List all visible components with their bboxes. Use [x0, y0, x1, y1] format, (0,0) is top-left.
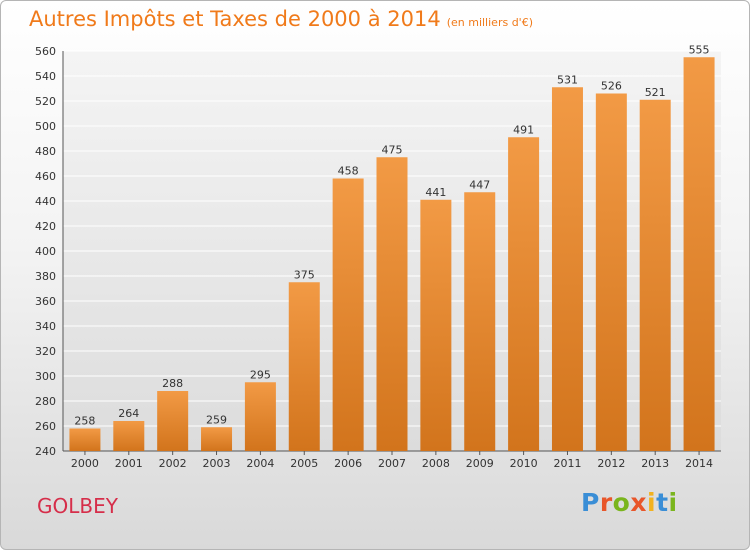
bar: [69, 428, 101, 451]
bar: [639, 99, 671, 451]
bar: [376, 157, 408, 451]
logo-letter: i: [668, 488, 678, 517]
bar: [113, 421, 145, 451]
x-tick-label: 2007: [378, 457, 406, 470]
y-tick-label: 360: [35, 295, 56, 308]
y-tick-label: 400: [35, 245, 56, 258]
logo-letter: x: [630, 488, 647, 517]
data-label: 521: [645, 86, 666, 99]
bar: [332, 178, 364, 451]
bar: [464, 192, 496, 451]
bar: [508, 137, 540, 451]
logo-letter: t: [656, 488, 669, 517]
data-label: 458: [338, 165, 359, 178]
y-tick-label: 300: [35, 370, 56, 383]
data-label: 288: [162, 377, 183, 390]
y-tick-label: 540: [35, 70, 56, 83]
x-tick-label: 2003: [203, 457, 231, 470]
bar: [683, 57, 715, 451]
proxiti-logo: Proxiti: [581, 488, 678, 517]
y-tick-label: 560: [35, 45, 56, 58]
data-label: 441: [425, 186, 446, 199]
y-tick-label: 420: [35, 220, 56, 233]
chart-unit: (en milliers d'€): [446, 16, 533, 29]
data-label: 531: [557, 73, 578, 86]
x-tick-label: 2005: [290, 457, 318, 470]
data-label: 555: [689, 43, 710, 56]
x-tick-label: 2012: [597, 457, 625, 470]
data-label: 264: [118, 407, 139, 420]
y-tick-label: 460: [35, 170, 56, 183]
x-tick-label: 2013: [641, 457, 669, 470]
data-label: 259: [206, 413, 227, 426]
chart-title-text: Autres Impôts et Taxes de 2000 à 2014: [29, 7, 441, 31]
bar: [157, 391, 189, 451]
data-label: 526: [601, 80, 622, 93]
y-tick-label: 520: [35, 95, 56, 108]
x-tick-label: 2004: [246, 457, 274, 470]
x-tick-label: 2009: [466, 457, 494, 470]
y-tick-label: 500: [35, 120, 56, 133]
data-label: 295: [250, 368, 271, 381]
data-label: 258: [74, 415, 95, 428]
x-tick-label: 2000: [71, 457, 99, 470]
y-tick-label: 260: [35, 420, 56, 433]
data-label: 475: [382, 143, 403, 156]
x-tick-label: 2002: [159, 457, 187, 470]
logo-letter: i: [647, 488, 657, 517]
y-tick-label: 480: [35, 145, 56, 158]
data-label: 447: [469, 178, 490, 191]
data-label: 491: [513, 123, 534, 136]
x-tick-label: 2008: [422, 457, 450, 470]
bar: [595, 93, 627, 451]
y-tick-label: 380: [35, 270, 56, 283]
bar: [244, 382, 276, 451]
logo-letter: P: [581, 488, 600, 517]
bar: [201, 427, 233, 451]
x-tick-label: 2010: [510, 457, 538, 470]
chart-title: Autres Impôts et Taxes de 2000 à 2014 (en…: [29, 7, 533, 31]
city-name: GOLBEY: [37, 494, 118, 518]
y-tick-label: 240: [35, 445, 56, 458]
y-tick-label: 340: [35, 320, 56, 333]
bar: [420, 199, 452, 451]
x-tick-label: 2006: [334, 457, 362, 470]
y-tick-label: 280: [35, 395, 56, 408]
x-tick-label: 2014: [685, 457, 713, 470]
bar: [288, 282, 320, 451]
y-tick-label: 320: [35, 345, 56, 358]
x-tick-label: 2011: [553, 457, 581, 470]
bar: [551, 87, 583, 451]
logo-letter: o: [612, 488, 631, 517]
data-label: 375: [294, 268, 315, 281]
logo-letter: r: [599, 488, 613, 517]
x-tick-label: 2001: [115, 457, 143, 470]
y-tick-label: 440: [35, 195, 56, 208]
